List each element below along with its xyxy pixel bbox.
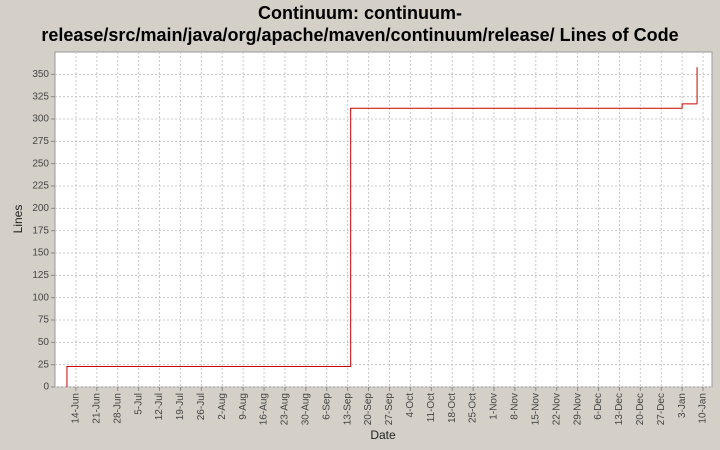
x-tick-label: 18-Oct: [447, 393, 458, 423]
x-tick-label: 12-Jul: [154, 393, 165, 420]
x-tick-label: 28-Jun: [112, 393, 123, 424]
x-tick-label: 27-Dec: [656, 393, 667, 425]
y-tick-label: 350: [32, 69, 49, 80]
x-tick-label: 16-Aug: [259, 393, 270, 425]
x-tick-label: 15-Nov: [530, 393, 541, 425]
x-tick-label: 20-Dec: [635, 393, 646, 425]
x-tick-label: 21-Jun: [91, 393, 102, 424]
x-tick-label: 3-Jan: [677, 393, 688, 418]
step-segment: [350, 107, 683, 367]
y-tick-label: 50: [38, 337, 50, 348]
x-tick-label: 2-Aug: [217, 393, 228, 420]
x-tick-label: 6-Sep: [321, 393, 332, 420]
x-axis-label: Date: [370, 428, 396, 442]
x-tick-label: 29-Nov: [572, 393, 583, 425]
y-tick-label: 0: [43, 382, 49, 393]
x-tick-label: 11-Oct: [426, 393, 437, 422]
step-segment: [66, 365, 351, 387]
y-tick-label: 125: [32, 270, 49, 281]
y-tick-label: 300: [32, 114, 49, 125]
plot-area: [54, 51, 713, 388]
y-tick-label: 25: [38, 359, 50, 370]
y-tick-label: 325: [32, 91, 49, 102]
x-tick-label: 23-Aug: [280, 393, 291, 425]
y-axis-label: Lines: [11, 205, 25, 234]
x-tick-label: 1-Nov: [489, 393, 500, 420]
x-tick-label: 10-Jan: [698, 393, 709, 424]
x-tick-label: 20-Sep: [363, 393, 374, 426]
x-tick-label: 13-Sep: [342, 393, 353, 426]
x-tick-label: 25-Oct: [468, 393, 479, 423]
x-tick-label: 8-Nov: [510, 393, 521, 420]
y-tick-label: 275: [32, 136, 49, 147]
x-tick-label: 6-Dec: [593, 393, 604, 420]
x-tick-label: 14-Jun: [71, 393, 82, 424]
chart-title: release/src/main/java/org/apache/maven/c…: [41, 25, 678, 45]
step-segment: [681, 103, 698, 109]
y-tick-label: 175: [32, 225, 49, 236]
x-tick-label: 22-Nov: [551, 393, 562, 425]
y-tick-label: 150: [32, 248, 49, 259]
x-tick-label: 5-Jul: [133, 393, 144, 415]
y-tick-label: 200: [32, 203, 49, 214]
y-tick-label: 75: [38, 315, 50, 326]
x-tick-label: 19-Jul: [175, 393, 186, 420]
x-tick-label: 30-Aug: [300, 393, 311, 425]
x-tick-label: 27-Sep: [384, 393, 395, 426]
x-tick-label: 26-Jul: [196, 393, 207, 420]
x-tick-label: 9-Aug: [238, 393, 249, 420]
chart-title: Continuum: continuum-: [258, 3, 462, 23]
y-tick-label: 250: [32, 158, 49, 169]
y-tick-label: 100: [32, 292, 49, 303]
x-tick-label: 4-Oct: [405, 393, 416, 418]
y-tick-label: 225: [32, 181, 49, 192]
x-tick-label: 13-Dec: [614, 393, 625, 425]
